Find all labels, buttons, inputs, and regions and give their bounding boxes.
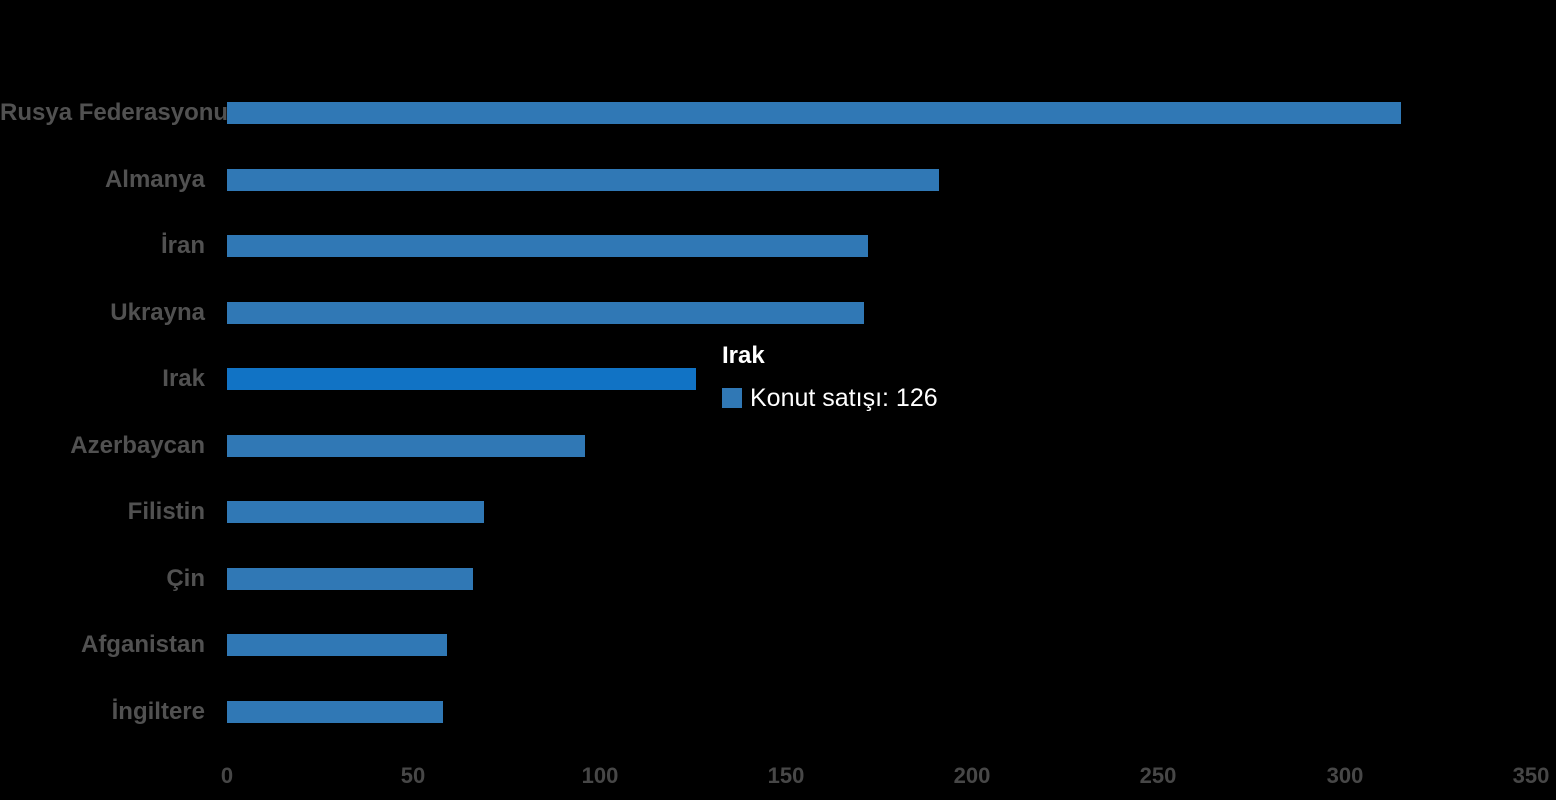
tooltip-row: Konut satışı: 126 (722, 385, 938, 411)
category-label: İngiltere (111, 697, 205, 725)
tooltip-title: Irak (722, 342, 765, 369)
category-label: Afganistan (80, 631, 205, 658)
x-axis-tick-label: 200 (953, 763, 991, 788)
category-label: Filistin (127, 498, 205, 525)
bar-highlighted[interactable] (227, 368, 696, 390)
bar[interactable] (227, 301, 864, 324)
category-label: Ukrayna (110, 298, 205, 326)
bar[interactable] (227, 102, 1401, 124)
category-label: Rusya Federasyonu (0, 99, 229, 126)
category-label: Çin (166, 564, 205, 592)
bar[interactable] (227, 235, 868, 257)
x-axis-tick-label: 0 (220, 763, 234, 788)
bar[interactable] (227, 168, 939, 191)
bar[interactable] (227, 567, 473, 590)
category-label: Irak (162, 365, 205, 392)
tooltip-value-text: Konut satışı: 126 (750, 384, 938, 412)
x-axis-tick-label: 300 (1326, 763, 1364, 788)
tooltip-series-swatch-icon (722, 388, 742, 408)
x-axis-tick-label: 150 (767, 763, 805, 788)
x-axis-tick-label: 350 (1512, 763, 1550, 788)
bar[interactable] (227, 501, 484, 523)
bar[interactable] (227, 634, 447, 656)
x-axis-tick-label: 50 (400, 763, 426, 788)
bar[interactable] (227, 434, 585, 457)
tooltip: Irak Konut satışı: 126 (722, 343, 938, 411)
category-label: İran (160, 232, 205, 259)
x-axis-tick-label: 100 (581, 763, 619, 788)
x-axis-tick-label: 250 (1139, 763, 1177, 788)
category-label: Almanya (104, 165, 205, 193)
bar[interactable] (227, 700, 443, 723)
category-label: Azerbaycan (70, 431, 205, 459)
